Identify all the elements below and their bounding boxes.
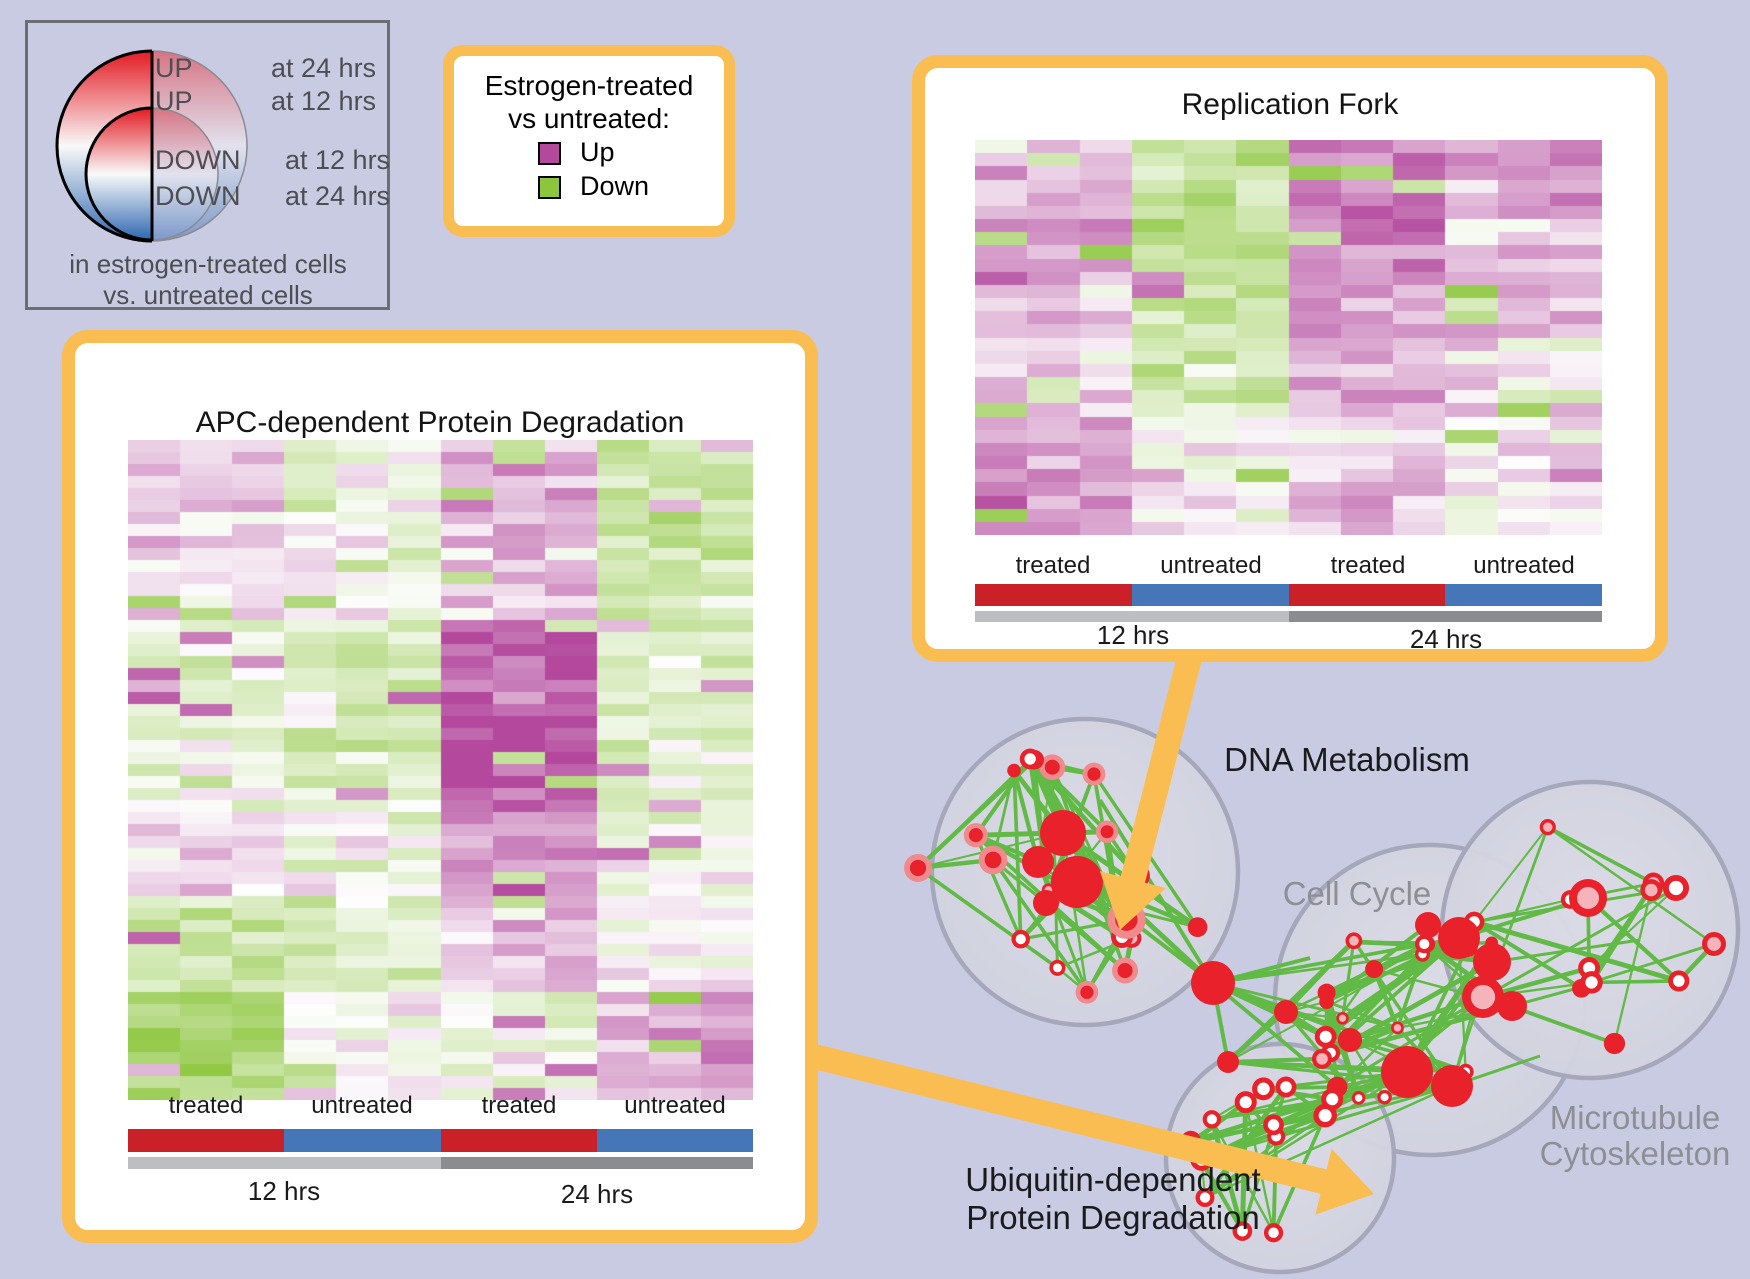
cell-cycle-label: Cell Cycle (1282, 875, 1432, 912)
untreated-bar-segment (1445, 584, 1602, 606)
rf-24hrs-label: 24 hrs (1409, 624, 1483, 654)
untreated-bar-segment (1131, 584, 1289, 606)
key-down-24-time: at 24 hrs (285, 181, 391, 211)
treated-bar-segment (128, 1129, 285, 1152)
legend-title-line2: vs untreated: (508, 103, 670, 134)
rf-group-label-1: treated (1015, 552, 1091, 579)
apc-12hrs-label: 12 hrs (247, 1176, 321, 1206)
apc-time-bar (128, 1157, 753, 1169)
down-color-swatch (538, 176, 561, 199)
key-up-24-time: at 24 hrs (271, 53, 377, 83)
apc-group-label-2: untreated (311, 1092, 413, 1119)
time-12hr-bar-segment (128, 1157, 441, 1169)
key-caption-line1: in estrogen-treated cells (69, 249, 347, 279)
ubiquitin-label-line1: Ubiquitin-dependent (965, 1161, 1261, 1198)
untreated-bar-segment (284, 1129, 441, 1152)
legend-title-line1: Estrogen-treated (484, 70, 694, 101)
updown-gradient-circles (55, 49, 249, 243)
rf-heatmap-canvas (975, 140, 1602, 535)
untreated-bar-segment (596, 1129, 753, 1152)
microtubule-label-line1: Microtubule (1549, 1099, 1721, 1136)
apc-group-label-3: treated (481, 1092, 557, 1119)
rf-12hrs-label: 12 hrs (1096, 620, 1170, 650)
time-24hr-bar-segment (440, 1157, 753, 1169)
updown-time-key: UP at 24 hrs UP at 12 hrs DOWN at 12 hrs… (25, 20, 390, 310)
treated-bar-segment (975, 584, 1132, 606)
key-down-24-label: DOWN (155, 181, 241, 211)
apc-heatmap-canvas (128, 440, 753, 1100)
apc-condition-bar (128, 1129, 753, 1152)
apc-group-label-4: untreated (624, 1092, 726, 1119)
key-up-12-time: at 12 hrs (271, 86, 377, 116)
time-24hr-bar-segment (1288, 611, 1602, 622)
apc-panel-title: APC-dependent Protein Degradation (195, 406, 685, 439)
rf-group-label-2: untreated (1160, 552, 1262, 579)
treated-bar-segment (440, 1129, 597, 1152)
treated-bar-segment (1288, 584, 1446, 606)
time-12hr-bar-segment (975, 611, 1289, 622)
key-up-12-label: UP (155, 86, 193, 116)
up-swatch-label: Up (580, 137, 615, 167)
dna-metabolism-label: DNA Metabolism (1224, 741, 1470, 778)
key-up-24-label: UP (155, 53, 193, 83)
rf-condition-bar (975, 584, 1602, 606)
ubiquitin-label-line2: Protein Degradation (966, 1199, 1260, 1236)
apc-degradation-panel: APC-dependent Protein Degradation treate… (62, 330, 818, 1243)
key-down-12-label: DOWN (155, 145, 241, 175)
up-color-swatch (538, 142, 561, 165)
down-swatch-label: Down (580, 171, 650, 201)
apc-24hrs-label: 24 hrs (560, 1179, 634, 1209)
rf-group-label-4: untreated (1473, 552, 1575, 579)
rf-panel-title: Replication Fork (1181, 88, 1399, 121)
replication-fork-panel: Replication Fork treated untreated treat… (912, 55, 1668, 662)
key-down-12-time: at 12 hrs (285, 145, 391, 175)
rf-time-bar (975, 611, 1602, 622)
apc-group-label-1: treated (168, 1092, 244, 1119)
rf-group-label-3: treated (1330, 552, 1406, 579)
key-caption-line2: vs. untreated cells (103, 280, 313, 310)
estrogen-color-legend: Estrogen-treated vs untreated: Up Down (443, 45, 735, 237)
microtubule-label-line2: Cytoskeleton (1539, 1135, 1731, 1172)
